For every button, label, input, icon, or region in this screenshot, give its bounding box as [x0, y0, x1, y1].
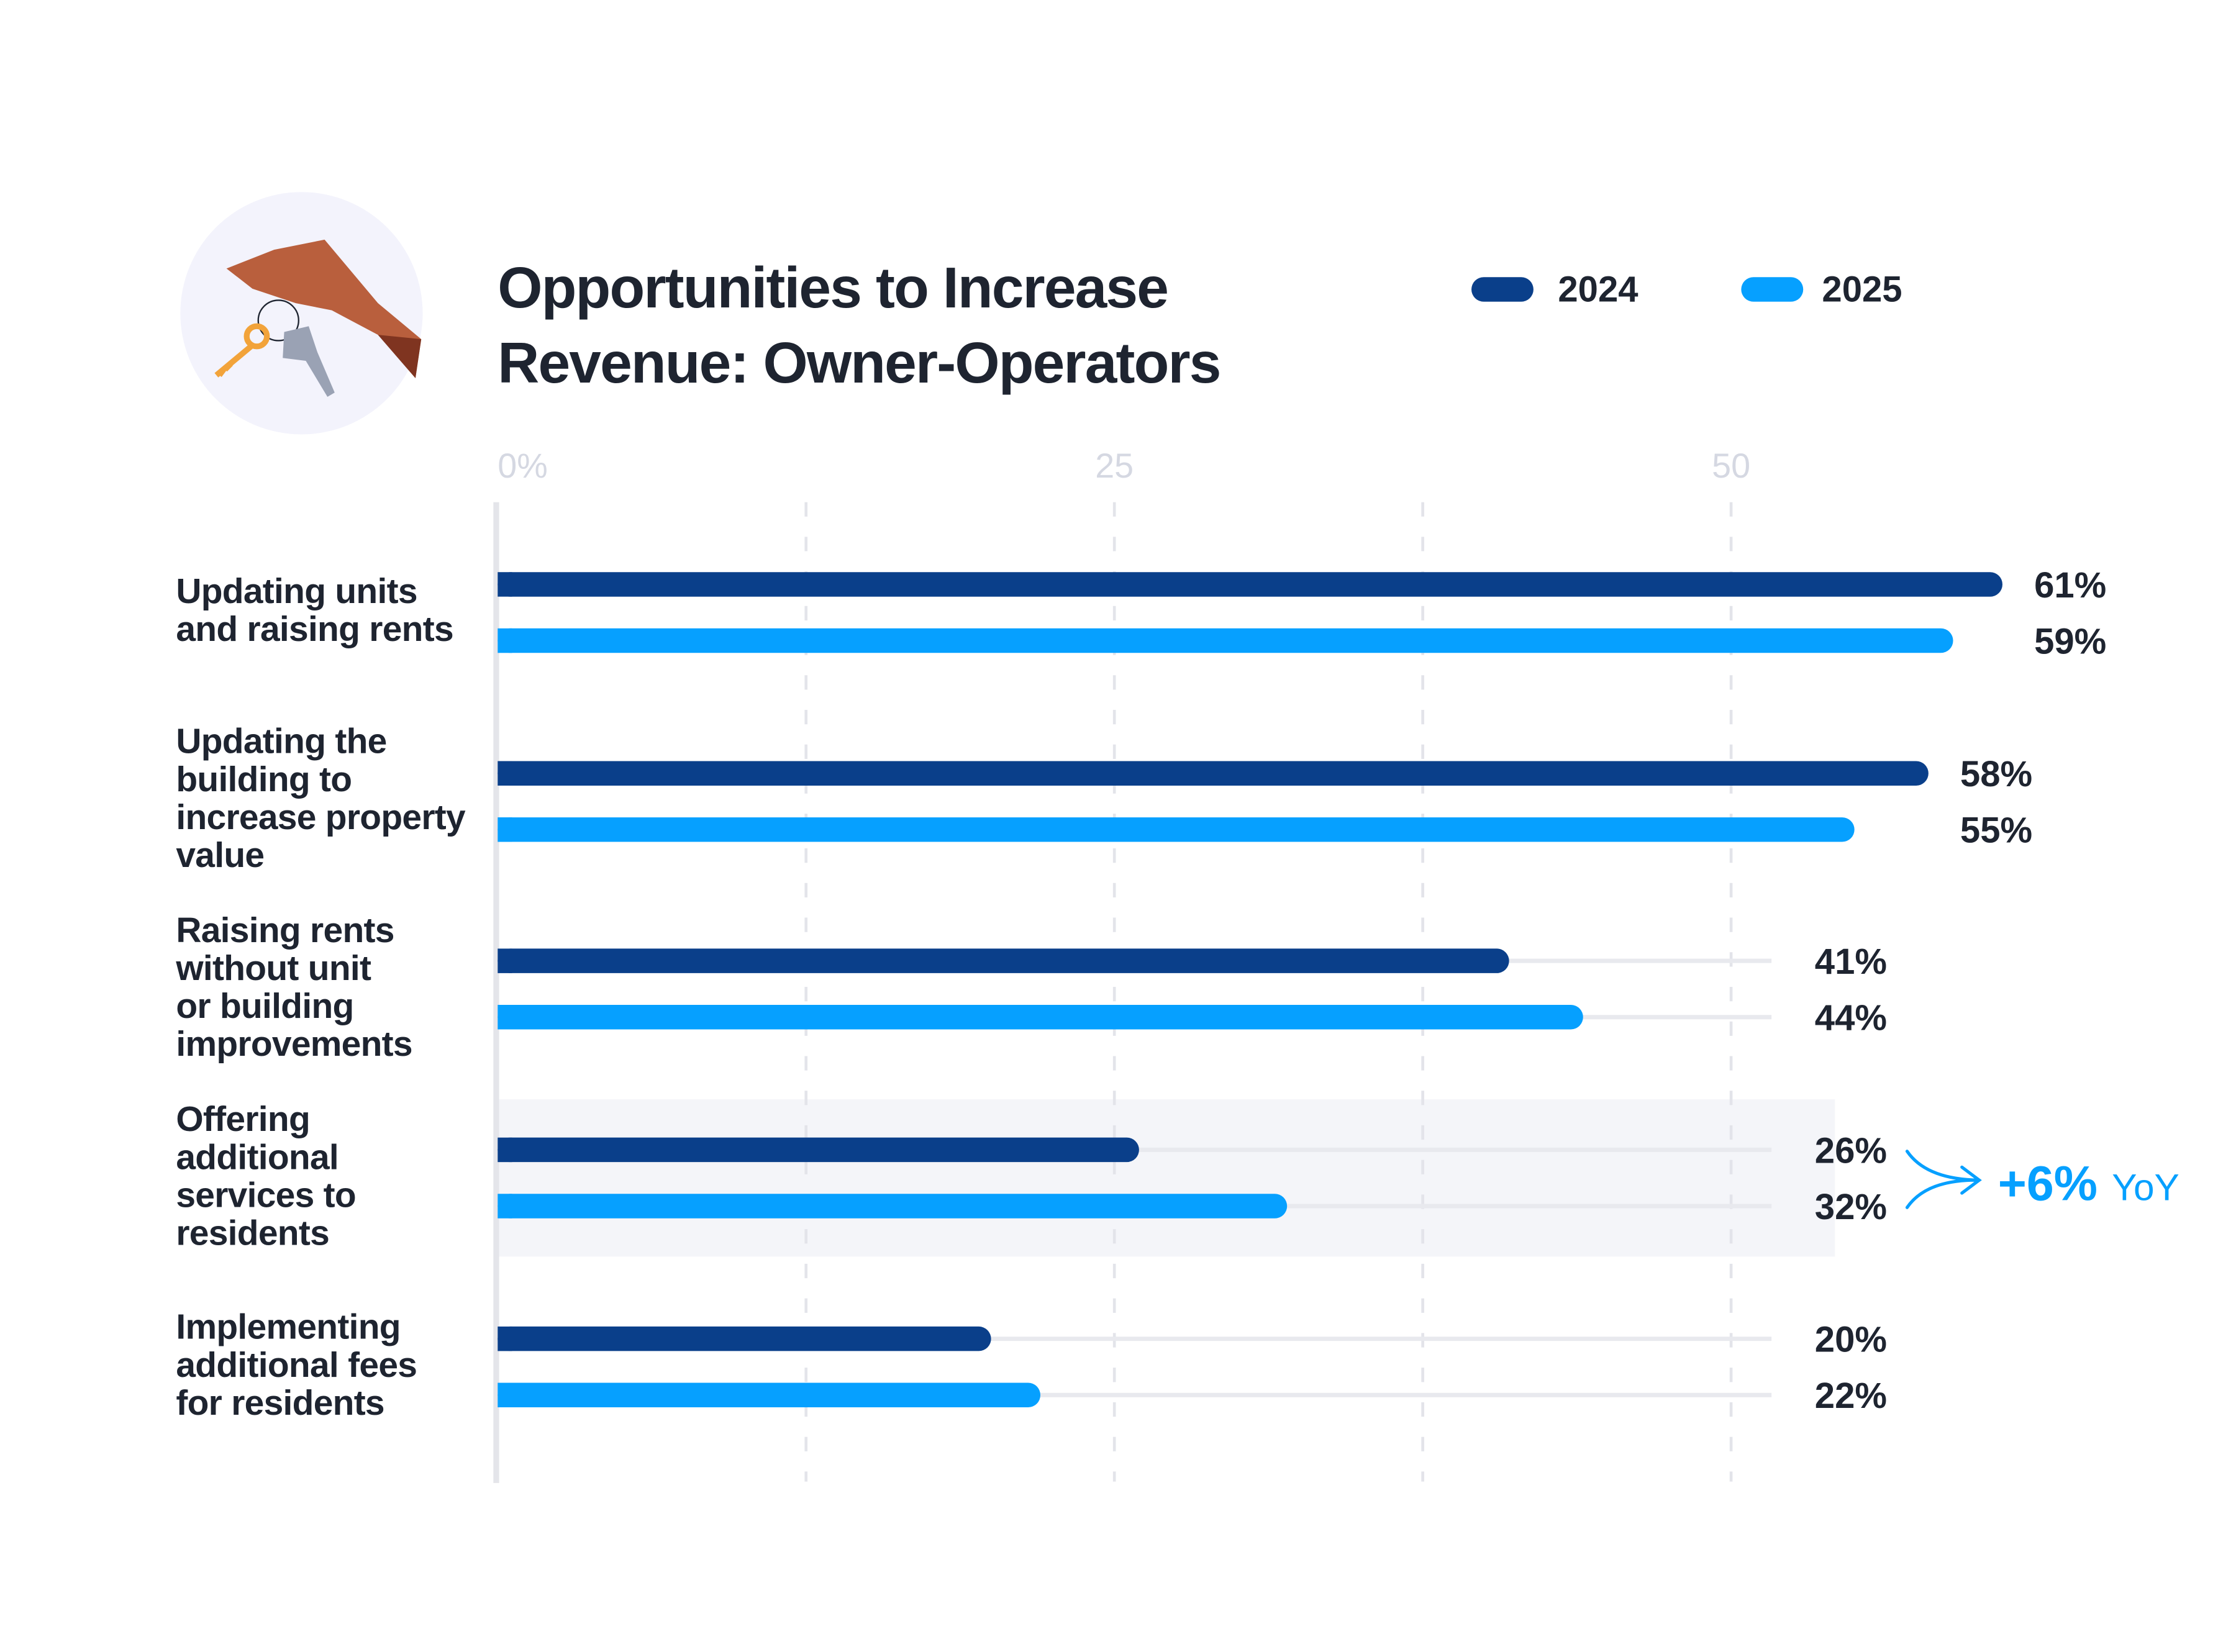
bar-2024 — [498, 1326, 991, 1351]
bar-2024-base — [498, 948, 512, 973]
category-label: additional — [176, 1137, 339, 1177]
legend-label-2025: 2025 — [1822, 270, 1902, 310]
value-label: 61% — [2034, 565, 2106, 606]
category-label: Offering — [176, 1099, 310, 1139]
bar-2024-base — [498, 1326, 512, 1351]
category-label: for residents — [176, 1383, 384, 1423]
legend-swatch-2024 — [1471, 277, 1534, 302]
category-label: or building — [176, 986, 353, 1026]
value-label: 55% — [1960, 810, 2032, 851]
bar-2024 — [498, 572, 2002, 597]
category-label: building to — [176, 760, 352, 799]
category-label: increase property — [176, 797, 466, 837]
value-label: 58% — [1960, 754, 2032, 794]
annotation-suffix: YoY — [2112, 1166, 2179, 1209]
category-label: without unit — [175, 948, 371, 988]
category-label: residents — [176, 1213, 329, 1253]
annotation-value: +6% — [1998, 1156, 2097, 1211]
bar-2025-base — [498, 1005, 512, 1030]
category-label: Updating the — [176, 722, 386, 761]
category-label: value — [176, 835, 264, 875]
value-label: 44% — [1815, 998, 1887, 1038]
bar-2024-base — [498, 572, 512, 597]
value-label: 59% — [2034, 621, 2106, 661]
value-label: 26% — [1815, 1130, 1887, 1171]
bar-2024 — [498, 761, 1929, 786]
category-label: and raising rents — [176, 609, 453, 649]
bar-2025 — [498, 1005, 1583, 1030]
bar-2024 — [498, 948, 1509, 973]
highlight-band — [498, 1099, 1835, 1257]
bar-2025-base — [498, 628, 512, 653]
x-tick-label: 0% — [498, 447, 548, 485]
value-label: 22% — [1815, 1376, 1887, 1416]
bar-2024-base — [498, 761, 512, 786]
bar-2025-base — [498, 1194, 512, 1219]
hand-holding-keys-icon — [180, 192, 423, 435]
bar-2024-base — [498, 1137, 512, 1163]
chart-title-line-1: Opportunities to Increase — [498, 255, 1168, 320]
bar-2025 — [498, 1194, 1288, 1219]
x-tick-label: 50 — [1712, 447, 1750, 485]
category-label: Raising rents — [176, 910, 394, 950]
bar-2024 — [498, 1137, 1139, 1163]
value-label: 41% — [1815, 942, 1887, 982]
category-label: improvements — [176, 1024, 412, 1064]
value-label: 20% — [1815, 1320, 1887, 1360]
bar-2025-base — [498, 1382, 512, 1407]
value-label: 32% — [1815, 1187, 1887, 1227]
bar-2025-base — [498, 817, 512, 842]
chart-title-line-2: Revenue: Owner-Operators — [498, 330, 1220, 395]
category-label: additional fees — [176, 1345, 417, 1385]
category-label: Updating units — [176, 571, 417, 611]
legend-label-2024: 2024 — [1558, 270, 1638, 310]
legend: 2024 2025 — [1471, 270, 1902, 310]
category-label: services to — [176, 1175, 356, 1215]
bar-2025 — [498, 628, 1953, 653]
arrow-icon — [1905, 1150, 1982, 1209]
category-label: Implementing — [176, 1307, 400, 1347]
x-tick-label: 25 — [1095, 447, 1134, 485]
bar-2025 — [498, 817, 1855, 842]
legend-swatch-2025 — [1741, 277, 1804, 302]
bar-2025 — [498, 1382, 1041, 1407]
